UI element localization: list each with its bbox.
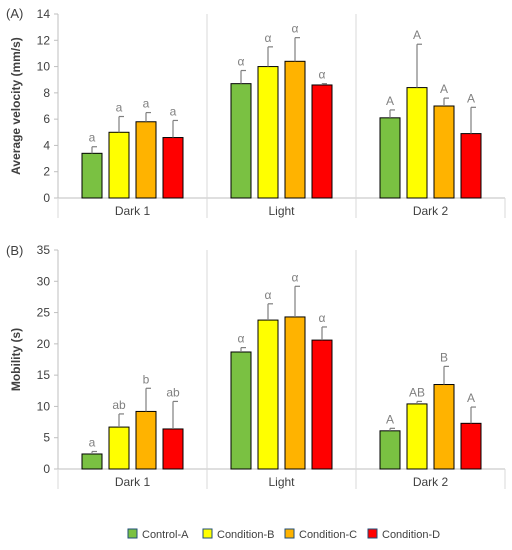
- y-tick-label: 15: [37, 368, 51, 382]
- legend-label: Control-A: [142, 529, 189, 541]
- y-axis-title: Average velocity (mm/s): [9, 37, 23, 175]
- significance-label: a: [116, 101, 123, 115]
- bar: [284, 316, 306, 470]
- legend-swatch: [367, 528, 378, 539]
- bar: [379, 430, 401, 470]
- bar: [162, 137, 184, 199]
- y-tick-label: 20: [37, 337, 51, 351]
- y-tick-label: 35: [37, 243, 51, 257]
- y-tick-label: 0: [43, 462, 50, 476]
- bar: [433, 384, 455, 470]
- y-tick-label: 25: [37, 306, 51, 320]
- significance-label: α: [238, 332, 245, 346]
- legend-swatch: [127, 528, 138, 539]
- bar: [257, 319, 279, 470]
- bar: [162, 428, 184, 470]
- y-tick-label: 8: [43, 86, 50, 100]
- bar: [81, 453, 103, 470]
- legend-label: Condition-D: [382, 529, 440, 541]
- significance-label: A: [386, 94, 394, 108]
- significance-label: a: [170, 104, 177, 118]
- bar: [311, 84, 333, 199]
- significance-label: ab: [166, 385, 180, 399]
- significance-label: A: [467, 391, 475, 405]
- bar: [135, 121, 157, 199]
- significance-label: AB: [409, 385, 425, 399]
- significance-label: A: [440, 82, 448, 96]
- y-tick-label: 5: [43, 431, 50, 445]
- category-label: Dark 1: [115, 204, 151, 218]
- significance-label: α: [319, 311, 326, 325]
- y-tick-label: 30: [37, 274, 51, 288]
- y-tick-label: 0: [43, 191, 50, 205]
- significance-label: α: [265, 288, 272, 302]
- bar: [108, 426, 130, 470]
- bar: [284, 60, 306, 199]
- significance-label: ab: [112, 398, 126, 412]
- y-tick-label: 4: [43, 138, 50, 152]
- y-tick-label: 12: [37, 33, 51, 47]
- category-label: Dark 2: [413, 204, 449, 218]
- significance-label: A: [467, 91, 475, 105]
- bar: [230, 83, 252, 199]
- bar: [257, 66, 279, 199]
- category-label: Dark 1: [115, 475, 151, 489]
- significance-label: A: [413, 28, 421, 42]
- significance-label: α: [238, 55, 245, 69]
- y-tick-label: 6: [43, 112, 50, 126]
- bar: [108, 131, 130, 199]
- bar: [460, 133, 482, 199]
- legend-label: Condition-C: [299, 529, 357, 541]
- significance-label: A: [386, 412, 394, 426]
- significance-label: a: [89, 435, 96, 449]
- y-tick-label: 10: [37, 60, 51, 74]
- y-tick-label: 14: [37, 7, 51, 21]
- legend-label: Condition-B: [217, 529, 274, 541]
- legend-swatch: [284, 528, 295, 539]
- category-label: Dark 2: [413, 475, 449, 489]
- significance-label: α: [292, 270, 299, 284]
- y-tick-label: 10: [37, 399, 51, 413]
- bar: [230, 351, 252, 470]
- legend-swatch: [202, 528, 213, 539]
- significance-label: α: [319, 68, 326, 82]
- bar: [433, 105, 455, 199]
- y-tick-label: 2: [43, 165, 50, 179]
- bar: [135, 410, 157, 470]
- bar: [81, 152, 103, 199]
- significance-label: α: [292, 22, 299, 36]
- significance-label: b: [143, 372, 150, 386]
- significance-label: a: [89, 131, 96, 145]
- y-axis-title: Mobility (s): [9, 328, 23, 391]
- significance-label: a: [143, 97, 150, 111]
- bar: [406, 87, 428, 199]
- category-label: Light: [268, 204, 295, 218]
- panel-label: (A): [6, 6, 23, 21]
- significance-label: B: [440, 350, 448, 364]
- category-label: Light: [268, 475, 295, 489]
- bar: [379, 117, 401, 199]
- significance-label: α: [265, 31, 272, 45]
- panel-label: (B): [6, 243, 23, 258]
- bar: [406, 403, 428, 470]
- bar: [311, 339, 333, 470]
- bar: [460, 422, 482, 470]
